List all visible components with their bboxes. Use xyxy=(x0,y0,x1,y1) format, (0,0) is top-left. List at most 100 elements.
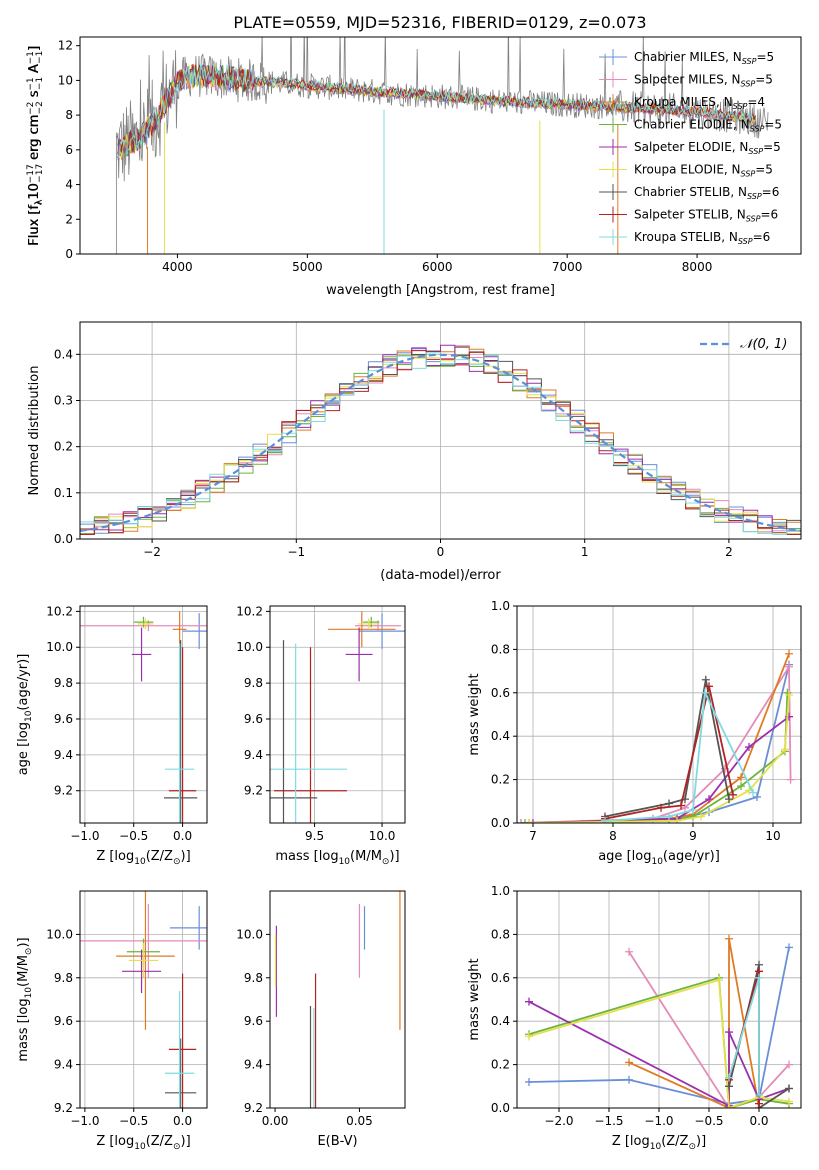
series-marker xyxy=(517,819,525,823)
series-marker xyxy=(745,743,753,752)
y-axis-label: mass [log10(M/M⊙)] xyxy=(16,937,34,1061)
y-axis-label-group: age [log10(age/yr)] xyxy=(16,654,34,776)
series-line xyxy=(728,977,760,1095)
label-part: 10 xyxy=(134,1142,146,1152)
series-kroupa-stelib xyxy=(601,688,757,823)
label-part: −2 xyxy=(26,102,36,115)
plot-area xyxy=(270,611,405,823)
data-point xyxy=(357,618,380,630)
panel-spectrum: 4000 5000 6000 7000 8000 0 2 4 6 8 10 12 wavelength … xyxy=(27,36,802,298)
y-tick-label: 0.2 xyxy=(54,440,73,454)
data-point xyxy=(169,906,207,950)
data-point xyxy=(164,640,198,823)
series-marker xyxy=(529,819,537,823)
label-part: )] xyxy=(696,1134,706,1149)
label-part: ] xyxy=(27,46,42,51)
x-tick-label: −2 xyxy=(143,545,161,559)
series-marker xyxy=(749,788,757,797)
x-axis-label: Z [log10(Z/Z⊙)] xyxy=(612,1134,706,1152)
series-marker xyxy=(657,803,665,812)
label-part: s xyxy=(27,90,42,101)
x-axis-label: Z [log10(Z/Z⊙)] xyxy=(96,1134,190,1152)
label-part: mass [log xyxy=(275,849,338,864)
y-tick-label: 10.0 xyxy=(46,640,73,654)
label-part: Flux [f xyxy=(27,205,42,246)
label-part: )] xyxy=(181,849,191,864)
data-point xyxy=(274,647,347,823)
legend-subscript: SSP xyxy=(741,80,756,89)
y-tick-label: 0.6 xyxy=(491,686,510,700)
x-tick-label: 6000 xyxy=(422,260,453,274)
series-marker xyxy=(701,675,710,684)
legend-entry: Kroupa STELIB, NSSP=6 xyxy=(634,230,770,246)
y-axis-label-group: Normed distribution xyxy=(27,366,42,496)
y-tick-label: 9.4 xyxy=(54,1058,73,1072)
legend-entry: Chabrier MILES, NSSP=5 xyxy=(634,50,774,66)
y-tick-label: 9.8 xyxy=(244,676,263,690)
y-tick-label: 0 xyxy=(65,247,73,261)
label-part: 10 xyxy=(24,710,34,722)
label-part: (M/M xyxy=(350,849,382,864)
legend-value: =5 xyxy=(764,118,782,132)
label-part: A xyxy=(27,64,42,77)
series-marker xyxy=(755,1099,763,1108)
y-tick-label: 0.2 xyxy=(491,1058,510,1072)
series-chabrier-miles xyxy=(517,660,793,823)
y-axis-label-group: mass weight xyxy=(467,958,482,1040)
data-point xyxy=(328,611,396,648)
y-tick-label: 10 xyxy=(58,73,73,87)
series-marker xyxy=(725,1073,733,1082)
y-tick-label: 10.2 xyxy=(46,604,73,618)
data-point xyxy=(133,616,154,628)
x-axis-label: E(B-V) xyxy=(317,1134,357,1149)
y-tick-label: 9.2 xyxy=(54,1101,73,1115)
legend-value: =5 xyxy=(763,140,781,154)
y-tick-label: 9.4 xyxy=(54,748,73,762)
y-tick-label: 12 xyxy=(58,39,73,53)
x-tick-label: −1.0 xyxy=(70,829,99,843)
legend-entry: Kroupa MILES, NSSP=4 xyxy=(634,95,765,111)
series-marker xyxy=(781,745,789,754)
x-tick-label: 0.0 xyxy=(749,1114,768,1128)
data-point xyxy=(359,613,405,650)
label-part: ⊙ xyxy=(173,1142,181,1152)
axes-frame xyxy=(79,605,208,824)
legend-entry: Chabrier STELIB, NSSP=6 xyxy=(634,185,779,201)
legend-subscript: SSP xyxy=(747,192,762,201)
x-tick-label: 1 xyxy=(581,545,589,559)
data-point xyxy=(164,990,195,1108)
label-part: 10 xyxy=(339,857,351,867)
label-part: (Z/Z xyxy=(146,1134,173,1149)
panel-residuals: −2 −1 0 1 2 0.0 0.1 0.2 0.3 0.4 (data-model)/error… xyxy=(27,321,802,583)
series-marker xyxy=(725,1028,733,1037)
series-marker xyxy=(715,975,723,984)
label-part: )] xyxy=(181,1134,191,1149)
series-marker xyxy=(753,792,761,801)
data-point xyxy=(128,943,159,978)
y-tick-label: 9.6 xyxy=(244,712,263,726)
y-axis-label: mass weight xyxy=(467,958,482,1040)
y-tick-label: 0.2 xyxy=(491,773,510,787)
series-line xyxy=(628,938,760,1108)
legend-subscript: SSP xyxy=(733,102,748,111)
x-axis-label: (data-model)/error xyxy=(380,568,501,583)
x-tick-label: 0 xyxy=(437,545,445,559)
legend-subscript: SSP xyxy=(748,147,763,156)
plot-area xyxy=(517,649,795,823)
series-marker xyxy=(737,782,745,791)
series-marker xyxy=(677,801,685,810)
label-part: 10 xyxy=(24,987,34,999)
legend: Chabrier MILES, NSSP=5 Salpeter MILES, NS… xyxy=(599,49,782,246)
y-tick-label: 9.8 xyxy=(244,971,263,985)
series-marker xyxy=(725,1104,733,1108)
series-marker xyxy=(785,712,793,721)
y-tick-label: 9.4 xyxy=(244,1058,263,1072)
data-point xyxy=(270,640,318,823)
x-tick-label: 7000 xyxy=(552,260,583,274)
series-marker xyxy=(521,819,529,823)
y-axis-label-group: Flux [fλ10−17 erg cm−2 s−1 A−1] xyxy=(27,46,45,246)
y-axis-label-flux: Flux [fλ10−17 erg cm−2 s−1 A−1] xyxy=(26,46,44,246)
data-point xyxy=(168,973,197,1108)
gaussian-curve xyxy=(80,353,801,532)
y-tick-label: 9.8 xyxy=(54,676,73,690)
